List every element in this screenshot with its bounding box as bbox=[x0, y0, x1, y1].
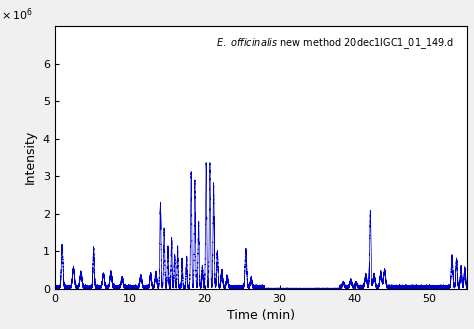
Y-axis label: Intensity: Intensity bbox=[24, 130, 37, 185]
Text: $\times\,10^6$: $\times\,10^6$ bbox=[1, 7, 33, 23]
X-axis label: Time (min): Time (min) bbox=[227, 309, 295, 322]
Text: $\it{E.\ officinalis}$ new method 20dec1lGC1_01_149.d: $\it{E.\ officinalis}$ new method 20dec1… bbox=[217, 37, 455, 51]
